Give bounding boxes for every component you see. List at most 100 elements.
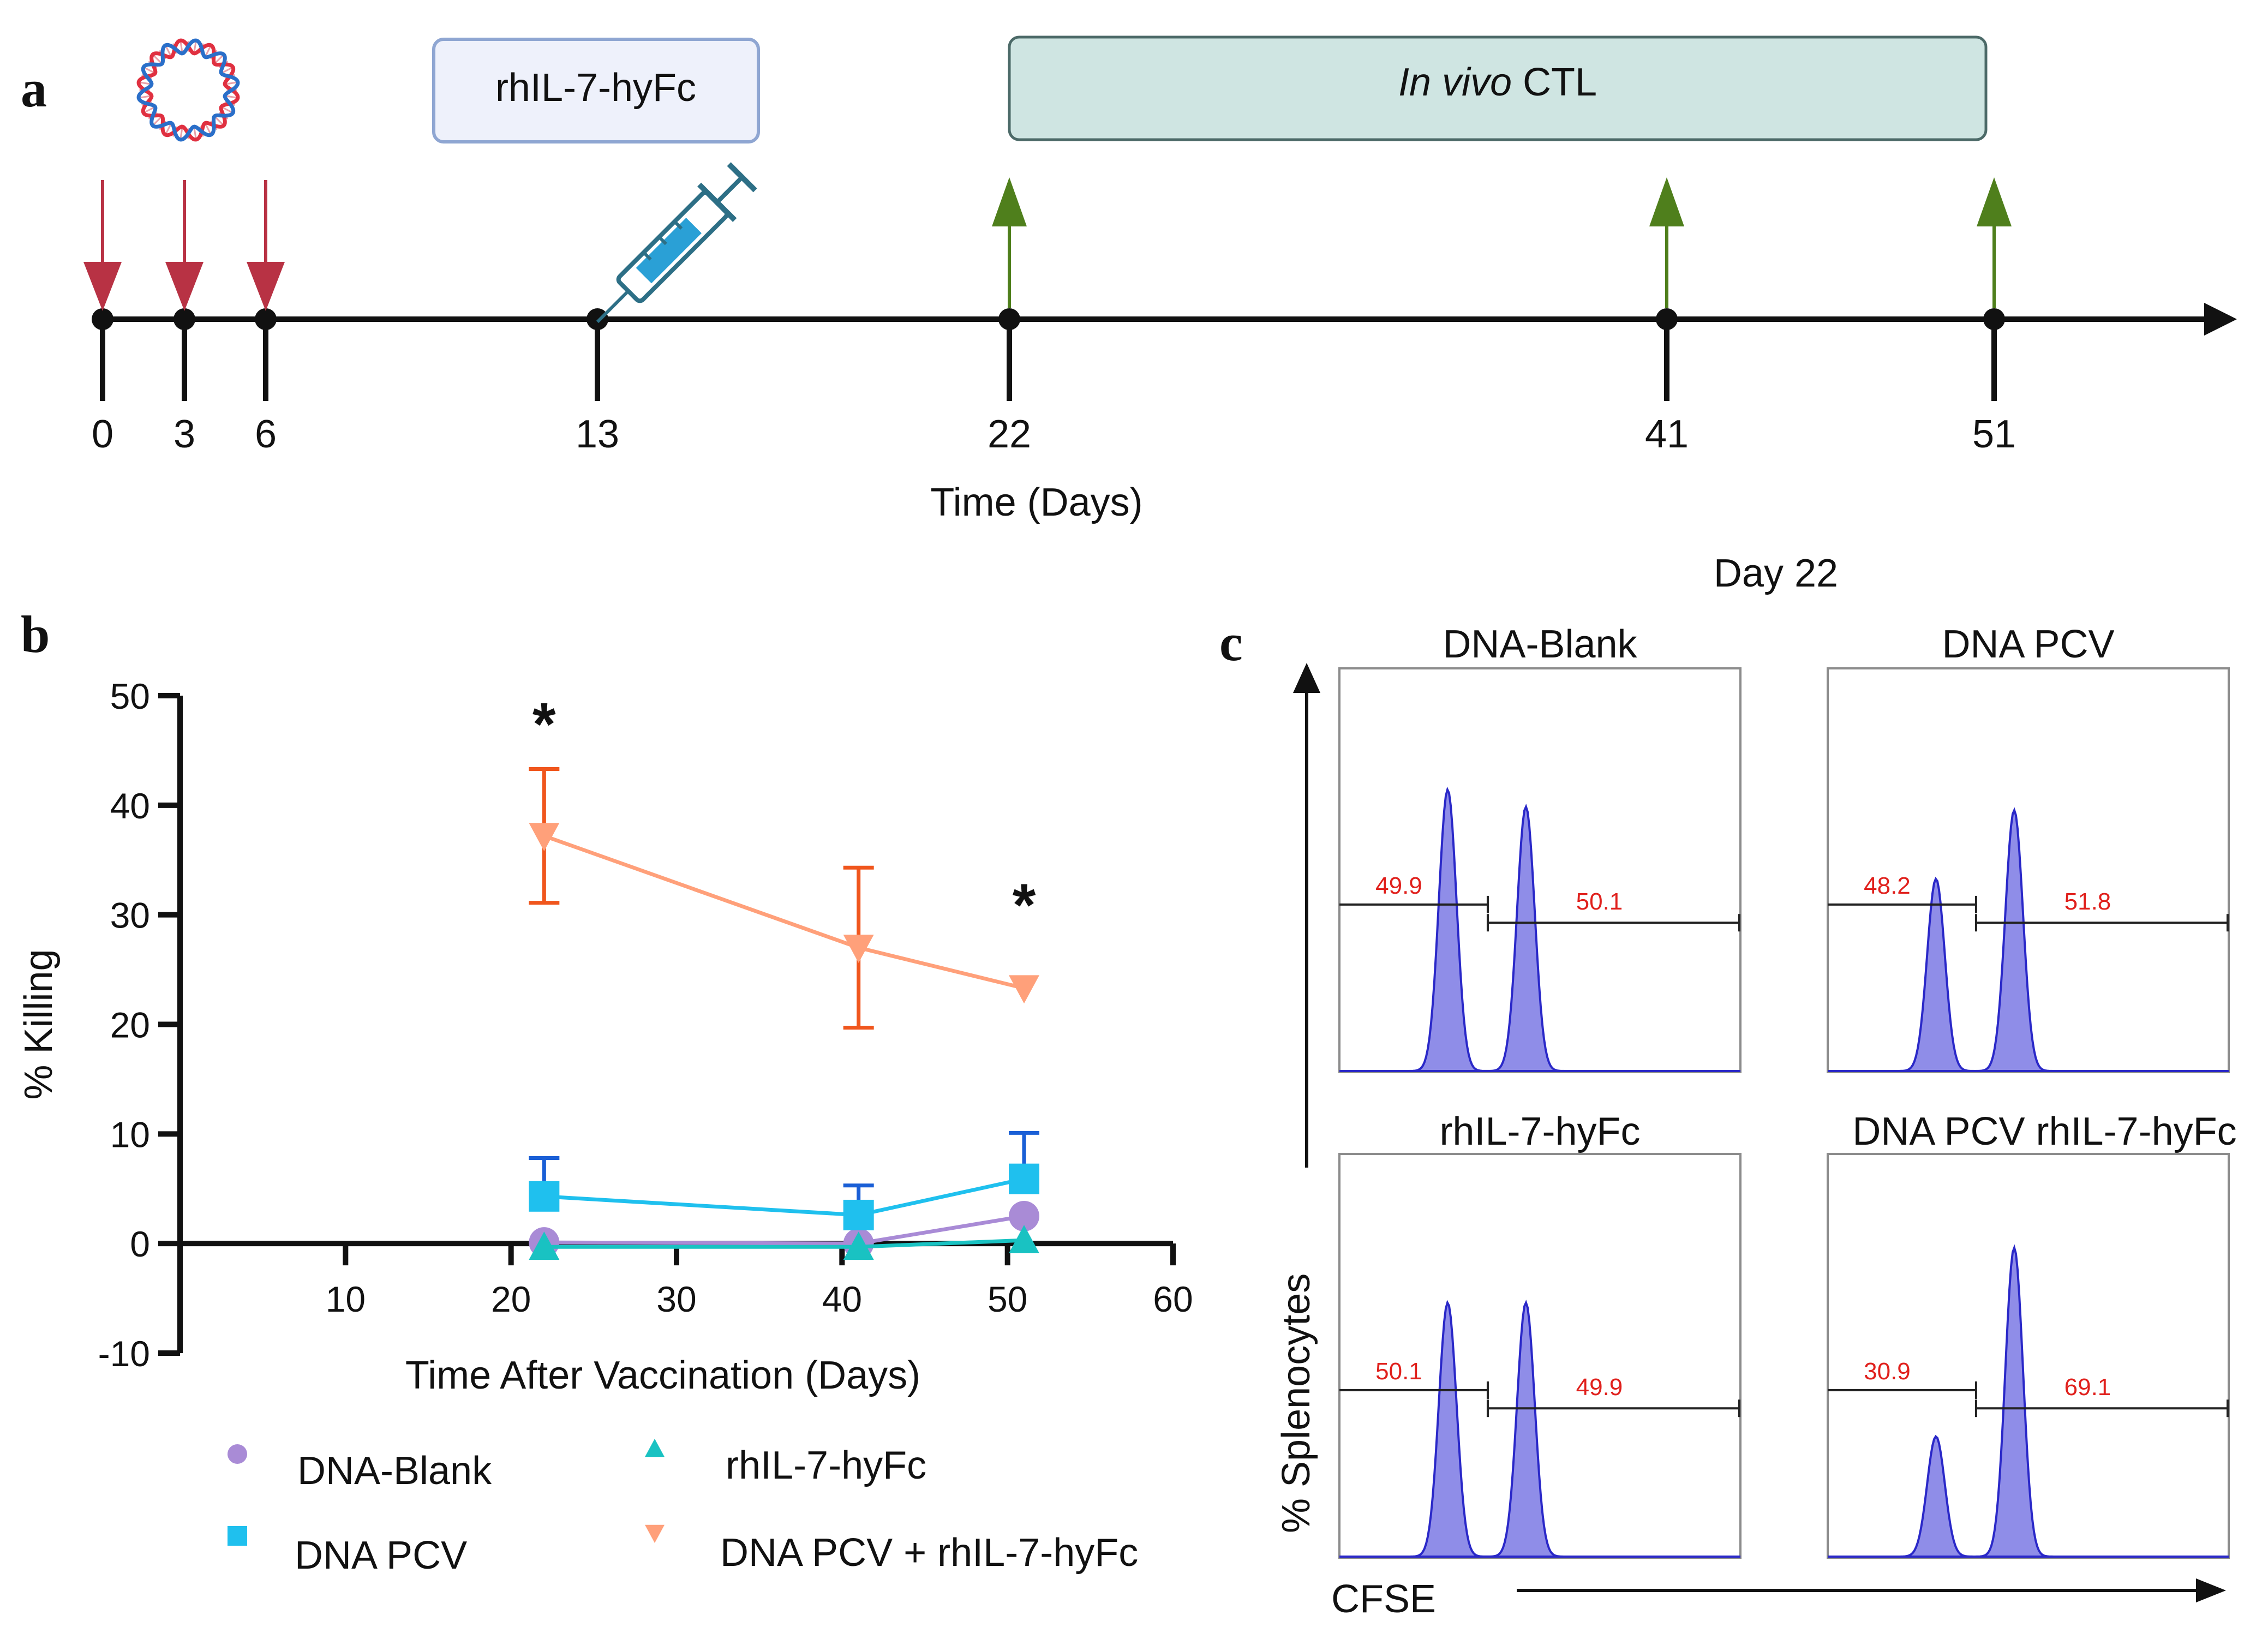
timeline-day-label: 13: [576, 412, 619, 456]
right-gate-value: 50.1: [1576, 888, 1623, 915]
histogram-title: DNA PCV rhIL-7-hyFc: [1852, 1110, 2236, 1153]
timeline-day-label: 6: [255, 412, 277, 456]
panel-a-letter: a: [21, 59, 47, 118]
dna-dose-arrowhead-icon: [247, 262, 285, 311]
series-dna-pcv: [529, 1130, 1039, 1230]
timeline-day-label: 0: [92, 412, 113, 456]
histogram-dna-pcv: DNA PCV 48.2 51.8: [1827, 623, 2230, 1073]
data-point: [1009, 975, 1039, 1004]
data-point: [1009, 1163, 1039, 1194]
syringe-icon: [596, 162, 757, 324]
rhil7-box-label: rhIL-7-hyFc: [495, 66, 696, 110]
splenocytes-arrowhead-icon: [1293, 663, 1320, 693]
legend-marker: [228, 1444, 247, 1464]
data-point: [529, 1181, 560, 1212]
legend-label: DNA PCV: [295, 1534, 467, 1577]
plasmid-rung: [226, 95, 237, 99]
timeline-dot: [998, 308, 1020, 330]
plasmid-rung: [153, 55, 162, 64]
legend-label: DNA-Blank: [297, 1449, 492, 1493]
plasmid-rung: [205, 46, 212, 56]
legend-entry: DNA PCV: [228, 1526, 467, 1577]
histogram-title: rhIL-7-hyFc: [1439, 1110, 1640, 1153]
cfse-arrowhead-icon: [2196, 1578, 2226, 1602]
plasmid-strand-blue: [136, 38, 240, 142]
legend-entry: DNA-Blank: [228, 1444, 492, 1493]
y-tick-label: 20: [110, 1005, 150, 1045]
plasmid-rung: [140, 81, 151, 85]
y-tick-label: 0: [130, 1224, 150, 1264]
plasmid-rung: [226, 81, 237, 85]
x-tick-label: 60: [1153, 1279, 1193, 1319]
data-point: [1009, 1200, 1039, 1231]
plasmid-rung: [214, 55, 224, 64]
plasmid-dna-icon: [136, 38, 240, 142]
legend-entry: rhIL-7-hyFc: [645, 1439, 926, 1487]
timeline-dot: [92, 308, 113, 330]
in-vivo-italic: In vivo: [1398, 61, 1512, 104]
cfse-histograms: DNA-Blank 49.9 50.1 DNA PCV 48.2 51.8 rhIL-7-h…: [1338, 623, 2237, 1559]
legend-entry: DNA PCV + rhIL-7-hyFc: [645, 1524, 1138, 1575]
histogram-dna-pcv-rhil-7-hyfc: DNA PCV rhIL-7-hyFc 30.9 69.1: [1827, 1110, 2237, 1559]
in-vivo-ctl-box: [1008, 35, 1988, 141]
plasmid-rung: [144, 67, 154, 74]
plasmid-rung: [140, 95, 151, 99]
panel-c-letter: c: [1219, 613, 1243, 672]
histogram-title: DNA-Blank: [1443, 623, 1637, 666]
plasmid-rung: [144, 106, 154, 113]
legend-marker: [645, 1524, 665, 1543]
histogram-title: DNA PCV: [1942, 623, 2114, 666]
ctl-assay-arrowhead-icon: [992, 177, 1027, 226]
dna-dose-arrowhead-icon: [83, 262, 122, 311]
data-point: [529, 823, 560, 852]
y-tick-label: 40: [110, 786, 150, 826]
plasmid-rung: [193, 41, 197, 52]
timeline-arrowhead-icon: [2204, 303, 2237, 336]
plasmid-rung: [179, 128, 183, 139]
histogram-rhil-7-hyfc: rhIL-7-hyFc 50.1 49.9: [1338, 1110, 1742, 1559]
histogram-curve: [1828, 807, 2229, 1073]
timeline-ticks: 0 3 6 13 22 41 51: [83, 177, 2016, 456]
plasmid-rung: [193, 128, 197, 139]
histogram-curve: [1339, 1300, 1740, 1558]
y-tick-label: 50: [110, 676, 150, 716]
timeline-dot: [1656, 308, 1678, 330]
rhil7-treatment-box: [432, 38, 760, 143]
panel-b-letter: b: [21, 605, 50, 663]
x-tick-label: 40: [822, 1279, 862, 1319]
dna-dose-arrowhead-icon: [165, 262, 204, 311]
series-line: [544, 1177, 1025, 1217]
day-22-label: Day 22: [1714, 552, 1838, 595]
data-point: [843, 935, 874, 963]
right-gate-value: 49.9: [1576, 1374, 1623, 1401]
timeline-day-label: 41: [1645, 412, 1689, 456]
legend-label: DNA PCV + rhIL-7-hyFc: [720, 1531, 1138, 1575]
left-gate-value: 49.9: [1375, 872, 1422, 899]
x-tick-label: 20: [491, 1279, 531, 1319]
plasmid-rung: [179, 41, 183, 52]
timeline-day-label: 22: [988, 412, 1031, 456]
histogram-curve: [1828, 1244, 2229, 1558]
ctl-assay-arrowhead-icon: [1649, 177, 1684, 226]
x-axis-label: Time After Vaccination (Days): [405, 1354, 920, 1397]
timeline-day-label: 51: [1972, 412, 2016, 456]
x-tick-label: 30: [656, 1279, 696, 1319]
left-gate-value: 50.1: [1375, 1358, 1422, 1385]
significance-asterisk: *: [532, 691, 556, 758]
x-tick-label: 10: [326, 1279, 366, 1319]
data-point: [1009, 1225, 1039, 1253]
timeline-dot: [173, 308, 195, 330]
splenocytes-axis-label: % Splenocytes: [1274, 1273, 1318, 1533]
plasmid-rung: [153, 116, 162, 125]
ctl-text: CTL: [1512, 61, 1597, 104]
ctl-assay-arrowhead-icon: [1977, 177, 2012, 226]
y-axis-label: % Killing: [17, 949, 61, 1099]
y-tick-label: 10: [110, 1114, 150, 1155]
plasmid-rung: [222, 67, 232, 74]
y-tick-label: 30: [110, 895, 150, 936]
in-vivo-ctl-label: In vivo CTL: [1398, 61, 1597, 104]
left-gate-value: 30.9: [1864, 1358, 1911, 1385]
series-line: [543, 834, 1025, 990]
data-point: [843, 1199, 874, 1230]
